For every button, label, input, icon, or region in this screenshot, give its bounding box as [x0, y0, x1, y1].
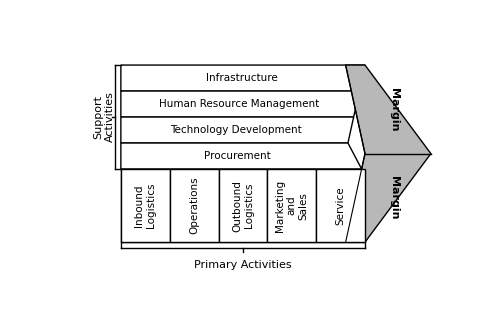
Polygon shape: [121, 65, 364, 91]
Polygon shape: [218, 169, 267, 242]
Text: Service: Service: [335, 186, 345, 225]
Polygon shape: [316, 169, 364, 242]
Text: Support
Activities: Support Activities: [93, 92, 114, 143]
Text: Operations: Operations: [189, 177, 199, 234]
Text: Technology Development: Technology Development: [170, 125, 301, 135]
Polygon shape: [121, 169, 169, 242]
Text: Marketing
and
Sales: Marketing and Sales: [275, 179, 308, 232]
Text: Primary Activities: Primary Activities: [194, 260, 291, 270]
Text: Procurement: Procurement: [204, 151, 271, 161]
Text: Inbound
Logistics: Inbound Logistics: [134, 183, 156, 228]
Text: Infrastructure: Infrastructure: [205, 73, 277, 83]
Text: Margin: Margin: [388, 176, 398, 220]
Polygon shape: [169, 169, 218, 242]
Polygon shape: [121, 117, 353, 143]
Polygon shape: [345, 65, 430, 242]
Text: Margin: Margin: [388, 87, 398, 131]
Text: Human Resource Management: Human Resource Management: [158, 99, 318, 109]
Text: Outbound
Logistics: Outbound Logistics: [231, 179, 253, 232]
Polygon shape: [121, 143, 361, 169]
Polygon shape: [121, 169, 364, 242]
Polygon shape: [267, 169, 316, 242]
Polygon shape: [121, 91, 359, 117]
